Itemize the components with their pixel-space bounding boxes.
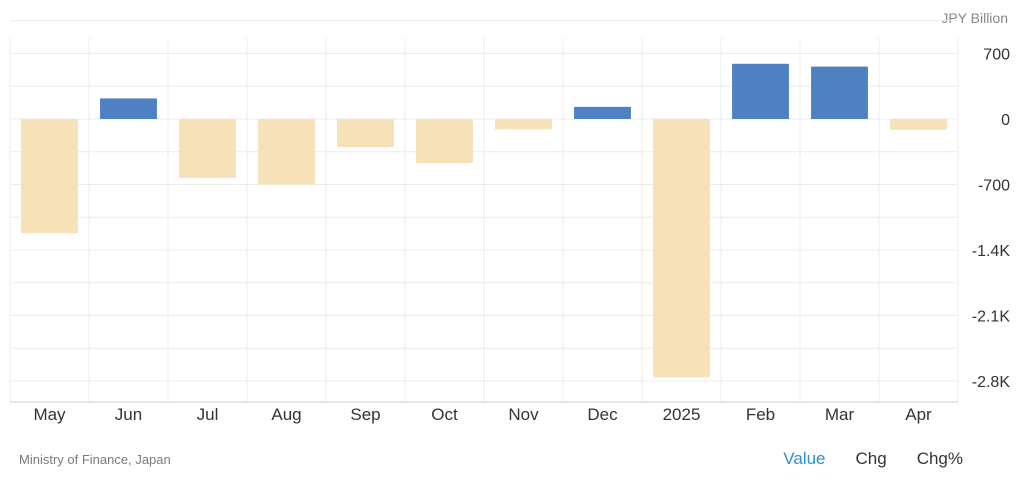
view-toggle-group: Value Chg Chg% — [768, 449, 978, 469]
x-tick-label: Feb — [746, 405, 775, 424]
unit-label: JPY Billion — [941, 10, 1008, 26]
y-tick-label: -1.4K — [972, 243, 1011, 260]
x-tick-label: 2025 — [663, 405, 701, 424]
y-tick-label: 700 — [983, 47, 1010, 64]
bar[interactable] — [574, 106, 631, 119]
source-label: Ministry of Finance, Japan — [19, 452, 171, 467]
x-tick-label: Apr — [905, 405, 932, 424]
x-tick-label: Oct — [431, 405, 458, 424]
x-tick-label: Jun — [115, 405, 142, 424]
y-tick-label: -700 — [978, 178, 1010, 195]
chg-toggle[interactable]: Chg — [841, 449, 902, 469]
bar[interactable] — [100, 98, 157, 119]
bar[interactable] — [811, 66, 868, 119]
bar[interactable] — [653, 119, 710, 378]
bar[interactable] — [337, 119, 394, 148]
bar[interactable] — [732, 63, 789, 119]
bar[interactable] — [416, 119, 473, 163]
bar[interactable] — [21, 119, 78, 234]
x-tick-label: Jul — [197, 405, 219, 424]
y-tick-label: -2.1K — [972, 309, 1011, 326]
x-tick-label: May — [33, 405, 66, 424]
bar[interactable] — [258, 119, 315, 185]
value-toggle[interactable]: Value — [768, 449, 840, 469]
x-tick-label: Aug — [271, 405, 301, 424]
x-tick-label: Nov — [508, 405, 539, 424]
bar[interactable] — [890, 119, 947, 130]
bar[interactable] — [495, 119, 552, 130]
y-tick-label: -2.8K — [972, 374, 1011, 391]
bar[interactable] — [179, 119, 236, 178]
chg-percent-toggle[interactable]: Chg% — [902, 449, 978, 469]
y-tick-label: 0 — [1001, 112, 1010, 129]
x-tick-label: Sep — [350, 405, 380, 424]
x-tick-label: Mar — [825, 405, 855, 424]
x-tick-label: Dec — [587, 405, 618, 424]
